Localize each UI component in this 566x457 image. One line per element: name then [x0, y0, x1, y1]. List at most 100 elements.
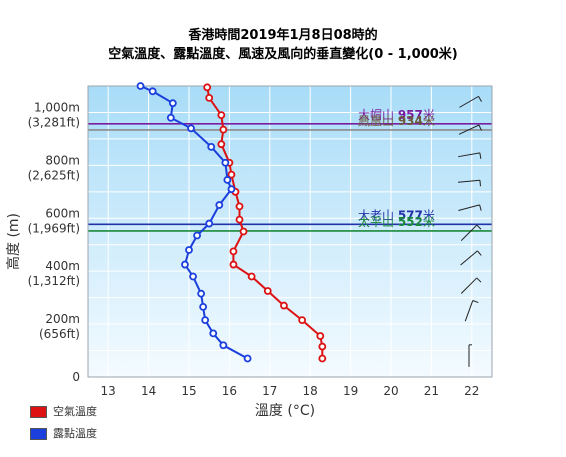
data-point [235, 215, 244, 224]
data-point [263, 287, 272, 295]
wind-barb-staff [458, 204, 480, 212]
y-tick-sublabel: (3,281ft) [28, 115, 80, 129]
data-point [189, 272, 197, 281]
data-point [243, 354, 252, 363]
x-axis-title: 溫度 (°C) [255, 403, 315, 419]
data-point [219, 125, 228, 134]
data-point [199, 302, 208, 311]
chart-title-line1: 香港時間2019年1月8日08時的 [188, 28, 378, 43]
wind-barb-staff [460, 277, 478, 294]
wind-barb-flag [476, 224, 482, 230]
y-tick-label: 1,000m [34, 100, 80, 114]
y-axis-title: 高度 (m) [5, 213, 22, 270]
data-point [215, 201, 224, 209]
data-point [168, 99, 177, 108]
x-tick-label: 20 [383, 384, 398, 398]
data-point [229, 247, 238, 256]
x-tick-label: 18 [303, 384, 318, 398]
data-point [187, 124, 195, 133]
reference-value: 934 [398, 114, 423, 128]
data-point [203, 83, 212, 92]
wind-barb-staff [459, 95, 479, 108]
x-tick-label: 22 [464, 384, 479, 398]
wind-barb-staff [464, 300, 474, 322]
wind-barb-flag [479, 204, 482, 211]
chart-title-line2: 空氣溫度、露點溫度、風速及風向的垂直變化(0 - 1,000米) [108, 47, 458, 62]
y-tick-sublabel: (1,969ft) [28, 221, 80, 235]
data-point [280, 301, 288, 310]
data-point [318, 354, 327, 363]
wind-barb-flag [476, 277, 482, 283]
wind-barb-staff [460, 250, 478, 266]
data-point [223, 176, 232, 184]
y-tick-sublabel: (2,625ft) [28, 168, 80, 182]
y-tick-label: 0 [72, 370, 80, 384]
reference-label: 大帽山 957米 [358, 107, 435, 122]
y-tick-sublabel: (656ft) [39, 327, 80, 341]
reference-name: 大老山 [358, 208, 398, 222]
data-point [197, 289, 206, 298]
x-tick-label: 13 [101, 384, 116, 398]
legend-item-dew-point: 露點溫度 [30, 425, 97, 441]
x-tick-label: 15 [181, 384, 196, 398]
data-point [205, 219, 214, 228]
x-tick-label: 16 [222, 384, 237, 398]
data-point [185, 246, 193, 254]
data-point [205, 94, 214, 102]
reference-value: 577 [398, 208, 423, 222]
reference-name: 大帽山 [358, 107, 398, 122]
data-point [235, 202, 244, 211]
y-tick-label: 800m [45, 153, 80, 167]
reference-label: 太平山 552米 [358, 214, 435, 229]
reference-unit: 米 [423, 114, 435, 128]
data-point [148, 87, 157, 96]
reference-value: 552 [398, 215, 423, 229]
reference-name: 鳳凰山 [358, 114, 398, 128]
data-point [239, 227, 248, 236]
data-point [181, 260, 189, 269]
data-point [221, 158, 230, 167]
reference-name: 太平山 [358, 214, 398, 229]
data-point [207, 142, 216, 151]
data-point [136, 82, 145, 90]
reference-label: 鳳凰山 934米 [358, 114, 435, 128]
wind-barb-flag [478, 96, 482, 102]
data-point [219, 341, 228, 350]
reference-unit: 米 [423, 108, 435, 122]
y-tick-label: 400m [45, 259, 80, 273]
wind-barb-flag [477, 250, 482, 256]
data-point [316, 332, 325, 340]
x-tick-label: 14 [141, 384, 156, 398]
data-point [217, 111, 226, 119]
data-point [209, 329, 218, 338]
wind-barb-staff [458, 152, 480, 158]
wind-barb-flag [479, 180, 481, 187]
plot-border [87, 85, 493, 378]
data-point [227, 185, 236, 194]
x-tick-label: 21 [424, 384, 439, 398]
y-tick-label: 600m [45, 206, 80, 220]
y-tick-label: 200m [45, 312, 80, 326]
data-point [298, 316, 307, 325]
data-point [166, 113, 175, 122]
y-tick-sublabel: (1,312ft) [28, 274, 80, 288]
data-point [227, 170, 236, 179]
wind-barb-flag [478, 124, 482, 131]
data-point [193, 231, 201, 240]
wind-barb-staff [457, 179, 481, 183]
data-point [201, 316, 210, 325]
reference-label: 大老山 577米 [358, 208, 435, 222]
reference-unit: 米 [423, 208, 435, 222]
legend-item-air-temp: 空氣溫度 [30, 403, 97, 419]
reference-unit: 米 [423, 215, 435, 229]
wind-barb-flag [479, 152, 482, 159]
data-point [318, 342, 327, 351]
legend-swatch-air-temp [30, 406, 47, 418]
legend-label-dew-point: 露點溫度 [53, 427, 97, 440]
reference-value: 957 [398, 108, 423, 122]
legend-swatch-dew-point [30, 428, 47, 440]
data-point [247, 272, 256, 281]
data-point [229, 260, 238, 269]
x-tick-label: 19 [343, 384, 358, 398]
x-tick-label: 17 [262, 384, 277, 398]
